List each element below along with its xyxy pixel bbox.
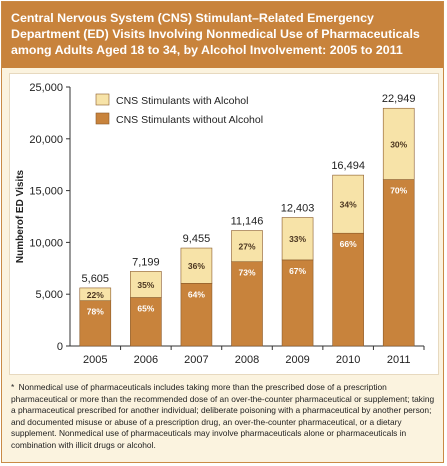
title-line-1: Central Nervous System (CNS) Stimulant–R…	[11, 11, 374, 25]
percent-label-with-alcohol: 36%	[188, 261, 205, 271]
bar-with-alcohol	[130, 271, 162, 298]
legend-swatch-without-alcohol	[95, 112, 110, 125]
total-label: 12,403	[281, 203, 315, 215]
bar-with-alcohol	[79, 287, 112, 302]
bar-with-alcohol	[332, 174, 364, 234]
title-line-2: Department (ED) Visits Involving Nonmedi…	[11, 27, 420, 41]
bar-with-alcohol	[382, 107, 415, 180]
legend-label-with-alcohol: CNS Stimulants with Alcohol	[116, 95, 248, 107]
percent-label-with-alcohol: 27%	[238, 242, 255, 252]
x-tick-label: 2006	[134, 354, 158, 366]
stacked-bar-chart: 0 5,000 10,000 15,000 20,000 25,000 Numberof E…	[15, 82, 425, 366]
y-axis-label: Numberof ED Visits	[15, 169, 26, 263]
percent-label-without-alcohol: 65%	[137, 304, 154, 314]
bar-with-alcohol	[281, 217, 314, 261]
y-tick-label: 0	[57, 341, 63, 353]
bar-with-alcohol	[180, 247, 213, 284]
total-label: 11,146	[231, 216, 264, 228]
footnote: * Nonmedical use of pharmaceuticals incl…	[11, 382, 437, 452]
total-label: 22,949	[382, 93, 416, 105]
percent-label-with-alcohol: 22%	[87, 290, 104, 300]
title-line-3: among Adults Aged 18 to 34, by Alcohol I…	[11, 43, 403, 57]
percent-label-without-alcohol: 67%	[289, 266, 306, 276]
total-label: 5,605	[82, 273, 110, 285]
footnote-text: Nonmedical use of pharmaceuticals includ…	[11, 382, 435, 450]
bar-with-alcohol	[231, 230, 263, 263]
percent-label-with-alcohol: 30%	[390, 139, 407, 149]
x-tick-label: 2009	[285, 354, 309, 366]
y-tick-label: 10,000	[29, 237, 63, 249]
percent-label-without-alcohol: 66%	[340, 239, 357, 249]
percent-label-without-alcohol: 78%	[87, 307, 104, 317]
chart-title: Central Nervous System (CNS) Stimulant–R…	[2, 2, 443, 68]
x-tick-label: 2011	[387, 354, 411, 366]
x-tick-label: 2010	[336, 354, 360, 366]
bar-without-alcohol	[281, 259, 314, 347]
chart-panel: 0 5,000 10,000 15,000 20,000 25,000 Numberof E…	[9, 73, 439, 375]
bar-without-alcohol	[79, 300, 112, 347]
y-tick-label: 20,000	[29, 134, 63, 146]
x-tick-label: 2005	[83, 354, 107, 366]
percent-label-with-alcohol: 34%	[340, 200, 357, 210]
y-tick-label: 25,000	[29, 82, 63, 94]
bar-without-alcohol	[231, 261, 263, 347]
percent-label-without-alcohol: 73%	[238, 268, 255, 278]
bar-without-alcohol	[180, 283, 213, 347]
legend-label-without-alcohol: CNS Stimulants without Alcohol	[116, 114, 263, 126]
y-tick-label: 15,000	[29, 186, 63, 198]
bar-without-alcohol	[332, 232, 364, 347]
total-label: 7,199	[132, 256, 160, 268]
y-tick-label: 5,000	[35, 289, 63, 301]
percent-label-with-alcohol: 33%	[289, 234, 306, 244]
total-label: 16,494	[331, 160, 365, 172]
percent-label-without-alcohol: 64%	[188, 289, 205, 299]
bar-without-alcohol	[382, 179, 415, 347]
total-label: 9,455	[183, 233, 211, 245]
percent-label-with-alcohol: 35%	[137, 280, 154, 290]
bar-without-alcohol	[130, 297, 162, 347]
percent-label-without-alcohol: 70%	[390, 186, 407, 196]
x-tick-label: 2007	[184, 354, 208, 366]
legend-swatch-with-alcohol	[95, 93, 110, 106]
x-tick-label: 2008	[235, 354, 259, 366]
footnote-marker: *	[11, 382, 15, 392]
